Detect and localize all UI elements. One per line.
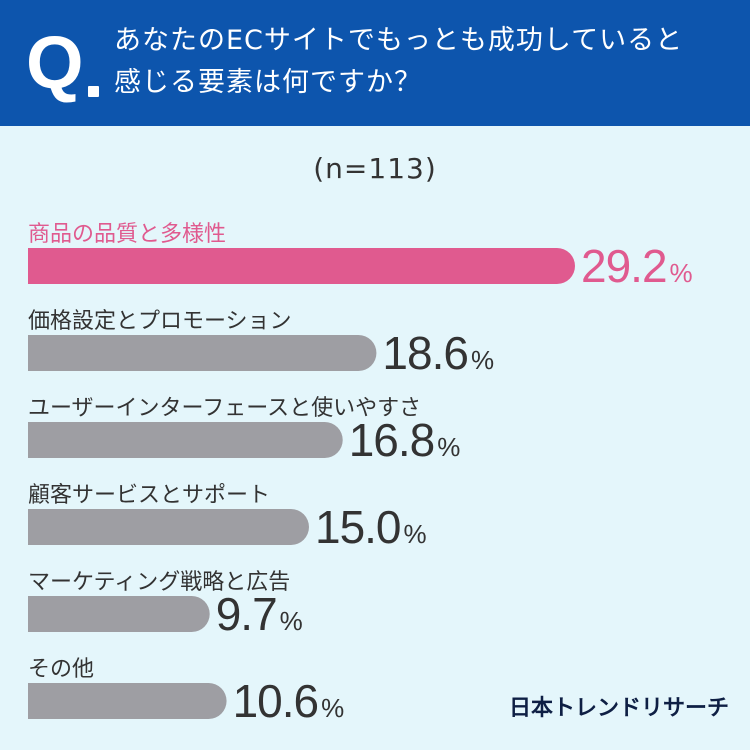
question-text: あなたのECサイトでもっとも成功していると 感じる要素は何ですか？ [114,20,744,104]
sample-size: (n=113) [313,152,437,185]
bar [28,683,227,719]
value-label: 10.6% [233,675,345,727]
category-label: 顧客サービスとサポート [28,483,271,508]
q-mark: Q [26,21,84,104]
brand-logo: 日本トレンドリサーチ [509,696,730,721]
category-label: ユーザーインターフェースと使いやすさ [28,396,422,421]
bar [28,248,575,284]
category-label: マーケティング戦略と広告 [28,570,291,595]
bar [28,422,343,458]
bar [28,335,377,371]
q-dot [88,86,99,97]
value-label: 15.0% [315,501,427,553]
question-line-1: あなたのECサイトでもっとも成功していると [114,25,684,56]
value-label: 16.8% [349,414,461,466]
category-label: その他 [28,657,95,682]
question-header: Q あなたのECサイトでもっとも成功していると 感じる要素は何ですか？ [0,0,750,126]
category-label: 価格設定とプロモーション [28,309,292,334]
value-label: 29.2% [581,240,693,292]
question-line-2: 感じる要素は何ですか？ [114,67,422,98]
bar [28,596,210,632]
value-label: 9.7% [216,588,303,640]
value-label: 18.6% [382,327,494,379]
bar [28,509,309,545]
category-label: 商品の品質と多様性 [28,222,227,247]
